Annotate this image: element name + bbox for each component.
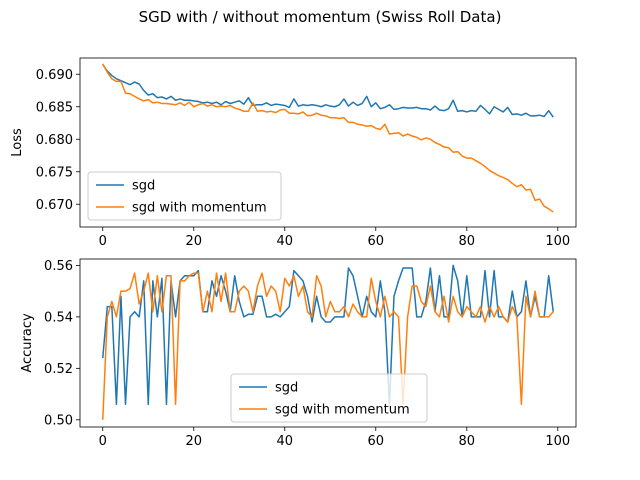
y-tick-label: 0.54 <box>44 310 73 325</box>
x-tick-label: 100 <box>545 434 570 449</box>
y-tick-label: 0.690 <box>36 68 73 83</box>
series-sgd-with-momentum <box>102 272 554 420</box>
y-tick-label: 0.680 <box>36 133 73 148</box>
series-line <box>102 63 554 213</box>
x-tick-label: 60 <box>368 434 385 449</box>
y-tick-label: 0.56 <box>44 259 73 274</box>
loss-plot: 0 20 40 60 80 100 0.670 0.675 0.680 0.685 0.690 Los… <box>10 57 577 249</box>
x-tick-label: 100 <box>545 234 570 249</box>
y-axis-label: Accuracy <box>20 313 35 373</box>
y-tick-label: 0.670 <box>36 198 73 213</box>
series-line <box>102 264 554 406</box>
series-sgd-with-momentum <box>102 63 554 213</box>
x-tick-label: 60 <box>368 234 385 249</box>
legend-box <box>87 171 282 221</box>
legend-label: sgd with momentum <box>132 201 267 216</box>
legend-label: sgd with momentum <box>275 403 410 418</box>
y-axis-label: Loss <box>10 128 25 157</box>
legend-label: sgd <box>132 179 155 194</box>
axes-frame <box>79 258 577 428</box>
legend-label: sgd <box>275 381 298 396</box>
axes-frame <box>79 57 577 228</box>
series-line <box>102 272 554 420</box>
x-tick-label: 80 <box>459 434 476 449</box>
x-tick-label: 40 <box>276 434 293 449</box>
y-tick-label: 0.50 <box>44 413 73 428</box>
x-tick-label: 20 <box>185 434 202 449</box>
y-tick-label: 0.675 <box>36 165 73 180</box>
legend: sgd sgd with momentum <box>87 171 282 221</box>
y-tick-label: 0.52 <box>44 362 73 377</box>
legend-box <box>230 373 428 423</box>
legend: sgd sgd with momentum <box>230 373 428 423</box>
x-tick-label: 40 <box>276 234 293 249</box>
accuracy-plot: 0 20 40 60 80 1000.500.520.540.56Accuracysgds… <box>20 258 577 449</box>
x-tick-label: 0 <box>99 434 107 449</box>
x-tick-label: 0 <box>99 234 107 249</box>
x-tick-label: 80 <box>459 234 476 249</box>
figure-title: SGD with / without momentum (Swiss Roll … <box>139 8 502 26</box>
series-line <box>102 64 554 118</box>
x-tick-label: 20 <box>185 234 202 249</box>
y-tick-label: 0.685 <box>36 100 73 115</box>
series-sgd <box>102 64 554 118</box>
